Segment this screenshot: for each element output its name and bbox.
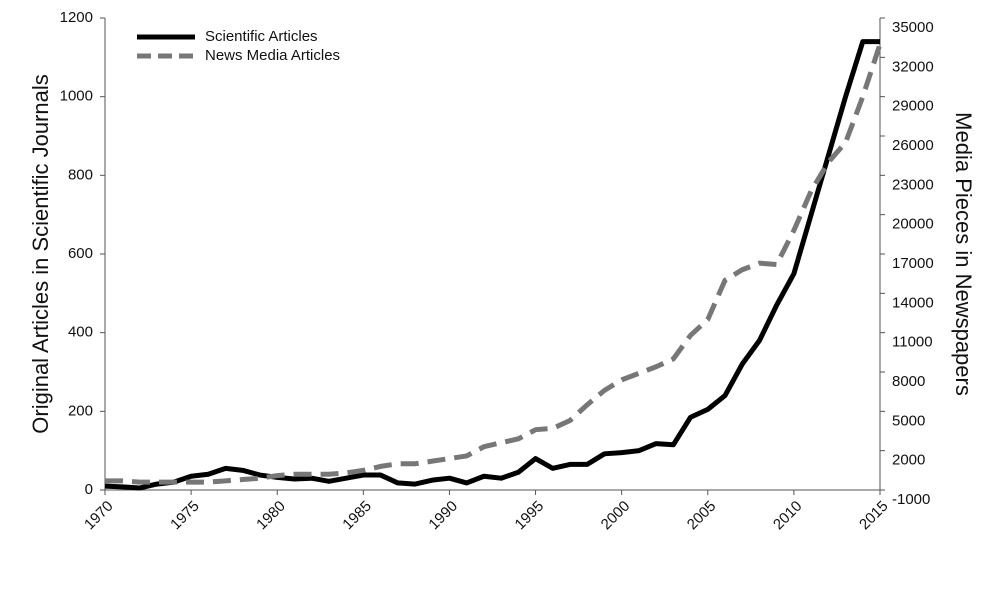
x-tick-label: 2005	[684, 498, 720, 534]
y2-tick-label: 29000	[892, 98, 934, 115]
y2-tick-label: 14000	[892, 294, 934, 311]
x-tick-label: 1980	[253, 498, 289, 534]
y-tick-label: 800	[68, 166, 93, 183]
y2-tick-label: 23000	[892, 176, 934, 193]
y-tick-label: 400	[68, 324, 93, 341]
y2-axis-title: Media Pieces in Newspapers	[951, 112, 976, 396]
y-axis-title: Original Articles in Scientific Journals	[28, 74, 53, 433]
y2-tick-label: 26000	[892, 137, 934, 154]
x-tick-label: 1985	[339, 498, 375, 534]
y-tick-label: 0	[85, 481, 93, 498]
x-tick-label: 2015	[856, 498, 892, 534]
x-tick-label: 1990	[425, 498, 461, 534]
legend-text: Scientific Articles	[205, 28, 318, 45]
line-series	[105, 43, 883, 485]
y2-tick-label: 32000	[892, 58, 934, 75]
x-tick-label: 2000	[598, 498, 634, 534]
legend-text: News Media Articles	[205, 47, 340, 64]
x-tick-label: 2010	[770, 498, 806, 534]
y2-tick-label: 17000	[892, 255, 934, 272]
y2-tick-label: 8000	[892, 373, 925, 390]
y2-tick-label: 5000	[892, 412, 925, 429]
y2-tick-label: 35000	[892, 19, 934, 36]
line-series	[104, 39, 880, 491]
y2-tick-label: 11000	[892, 334, 933, 351]
y2-tick-label: 20000	[892, 216, 934, 233]
y-tick-label: 1200	[60, 9, 93, 26]
x-tick-label: 1995	[512, 498, 548, 534]
x-tick-label: 1970	[81, 498, 117, 534]
y2-tick-label: 2000	[892, 452, 925, 469]
y2-tick-label: -1000	[892, 491, 930, 508]
x-tick-label: 1975	[167, 498, 203, 534]
y-tick-label: 1000	[60, 88, 93, 105]
y-tick-label: 600	[68, 245, 93, 262]
y-tick-label: 200	[68, 402, 93, 419]
